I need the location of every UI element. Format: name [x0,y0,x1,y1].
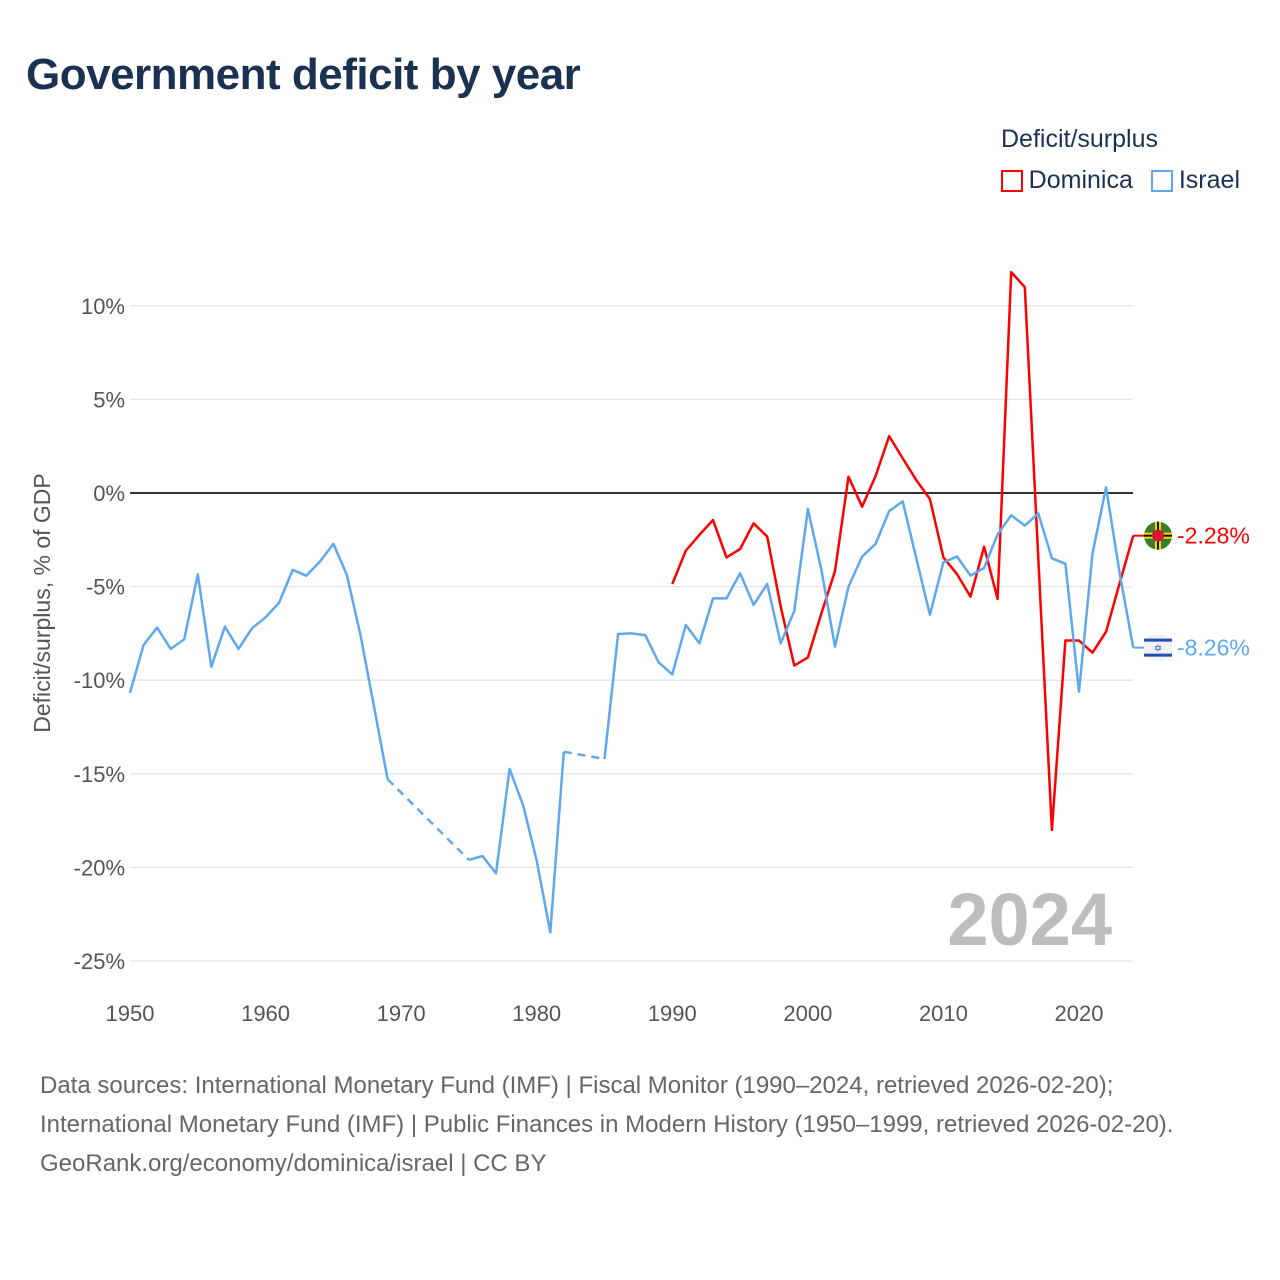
year-watermark: 2024 [947,878,1112,961]
series-line-israel [468,751,566,934]
y-tick-label: -10% [74,668,125,693]
legend-item-israel[interactable]: Israel [1150,166,1240,195]
y-tick-label: 5% [93,387,125,412]
series-line-israel [603,486,1135,760]
y-tick-label: -15% [74,762,125,787]
x-tick-label: 1970 [377,1001,426,1026]
dominica-flag-icon [1144,521,1172,550]
x-tick-label: 1980 [512,1001,561,1026]
series-gap-israel [563,750,605,761]
x-tick-label: 1990 [648,1001,697,1026]
flag-disc [1152,529,1164,542]
line-chart: 2024 10% 5% 0% -5% -10% -15% -20% -25% 1950 1960 1… [29,270,1250,1026]
sources: Data sources: International Monetary Fun… [40,1066,1240,1183]
legend-label: Dominica [1028,166,1133,194]
legend-swatch-dominica [1000,169,1023,192]
flag-stripe-top [1144,638,1172,642]
y-tick-label: 0% [93,481,125,506]
y-tick-label: -25% [74,949,125,974]
end-value-label-israel: -8.26% [1177,635,1250,661]
x-tick-label: 2010 [919,1001,968,1026]
y-tick-label: 10% [81,294,125,319]
chart-title: Government deficit by year [26,50,581,99]
legend-swatch-israel [1150,169,1173,192]
series-line-dominica [671,270,1135,832]
y-tick-label: -20% [74,855,125,880]
legend-label: Israel [1178,166,1240,194]
x-tick-label: 1960 [241,1001,290,1026]
y-axis-label: Deficit/surplus, % of GDP [29,473,55,732]
legend: Dominica Israel [1000,166,1240,195]
series-line-israel [128,542,389,780]
star-of-david-glyph: ✡ [1154,644,1162,655]
x-tick-label: 2000 [783,1001,832,1026]
x-tick-label: 2020 [1055,1001,1104,1026]
y-tick-label: -5% [86,575,125,600]
legend-item-dominica[interactable]: Dominica [1000,166,1133,195]
series-gap-israel [386,778,470,861]
israel-flag-icon: ✡ [1144,634,1172,661]
data-sources-text: Data sources: International Monetary Fun… [40,1072,1174,1138]
legend-title: Deficit/surplus [1001,125,1158,153]
flag-stripe-bottom [1144,653,1172,657]
x-tick-label: 1950 [106,1001,155,1026]
site-credit-link[interactable]: GeoRank.org/economy/dominica/israel | CC… [40,1150,547,1177]
end-value-label-dominica: -2.28% [1177,523,1250,549]
